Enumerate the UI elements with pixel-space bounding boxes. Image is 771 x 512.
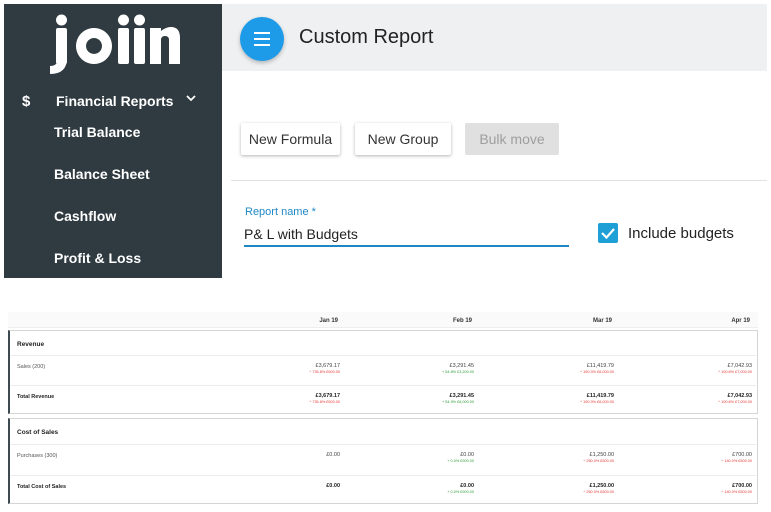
table-cell: £1,250.00 ^ 250.0% £500.00	[583, 452, 615, 463]
group-title: Revenue	[17, 341, 45, 348]
table-cell: £0.00	[326, 483, 340, 489]
report-group-revenue: Revenue Sales (200) £3,679.17 ^ 735.8% £5…	[8, 330, 758, 414]
divider	[231, 180, 767, 181]
app-window: $ Financial Reports Trial Balance Balanc…	[4, 4, 767, 278]
table-cell: £0.00	[326, 452, 340, 458]
report-name-underline	[244, 245, 569, 247]
group-title: Cost of Sales	[17, 429, 59, 436]
menu-button[interactable]	[240, 17, 284, 61]
sidebar-item-trial-balance[interactable]: Trial Balance	[54, 124, 141, 140]
report-header-row: Jan 19 Feb 19 Mar 19 Apr 19	[8, 312, 758, 328]
row-label: Total Cost of Sales	[17, 484, 67, 490]
row-divider	[10, 355, 756, 356]
header-bar: Custom Report	[222, 4, 767, 71]
joiin-logo	[50, 14, 180, 74]
financial-reports-section[interactable]: $ Financial Reports	[4, 88, 222, 114]
dollar-icon: $	[22, 92, 31, 110]
chevron-down-icon[interactable]	[185, 92, 197, 104]
sidebar-item-profit-loss[interactable]: Profit & Loss	[54, 250, 142, 266]
month-header: Apr 19	[731, 318, 750, 324]
report-table: Jan 19 Feb 19 Mar 19 Apr 19 Revenue Sale…	[8, 312, 758, 507]
table-cell: £0.00 + 0.0% £900.00	[447, 452, 474, 463]
month-header: Feb 19	[452, 318, 472, 324]
sidebar: $ Financial Reports Trial Balance Balanc…	[4, 4, 222, 278]
table-cell: £7,042.93 ^ 100.6% £7,000.00	[718, 393, 752, 404]
new-group-button[interactable]: New Group	[355, 123, 451, 155]
new-formula-button[interactable]: New Formula	[241, 123, 340, 155]
table-cell: £11,419.79 ^ 190.3% £6,000.00	[580, 393, 614, 404]
row-label: Purchases (300)	[17, 453, 58, 459]
table-cell: £700.00 ^ 140.0% £500.00	[721, 452, 753, 463]
menu-icon	[254, 30, 270, 48]
table-cell: £1,250.00 ^ 250.0% £500.00	[583, 483, 615, 494]
table-cell: £0.00 + 0.0% £900.00	[447, 483, 474, 494]
table-cell: £7,042.93 ^ 100.6% £7,000.00	[718, 363, 752, 374]
table-cell: £3,291.45 + 54.8% £3,200.00	[442, 363, 474, 374]
row-label: Sales (200)	[17, 364, 46, 370]
include-budgets-checkbox[interactable]	[598, 223, 618, 243]
row-divider	[10, 444, 756, 445]
table-cell: £11,419.79 ^ 190.3% £6,000.00	[580, 363, 614, 374]
financial-reports-label: Financial Reports	[56, 93, 174, 109]
sidebar-item-balance-sheet[interactable]: Balance Sheet	[54, 166, 150, 182]
table-cell: £3,291.45 + 54.9% £6,000.00	[442, 393, 474, 404]
table-cell: £3,679.17 ^ 735.8% £500.00	[309, 363, 341, 374]
report-group-cost-of-sales: Cost of Sales Purchases (300) £0.00 £0.0…	[8, 418, 758, 504]
table-cell: £3,679.17 ^ 735.8% £500.00	[309, 393, 341, 404]
report-name-input[interactable]	[244, 222, 569, 246]
bulk-move-button[interactable]: Bulk move	[465, 123, 559, 155]
month-header: Mar 19	[592, 318, 612, 324]
row-divider	[10, 475, 756, 476]
month-header: Jan 19	[319, 318, 338, 324]
row-label: Total Revenue	[17, 394, 55, 400]
row-divider	[10, 385, 756, 386]
page-title: Custom Report	[299, 26, 434, 48]
sidebar-item-cashflow[interactable]: Cashflow	[54, 208, 117, 224]
report-name-label: Report name *	[245, 206, 316, 218]
include-budgets-label: Include budgets	[628, 225, 734, 242]
table-cell: £700.00 ^ 140.0% £500.00	[721, 483, 753, 494]
